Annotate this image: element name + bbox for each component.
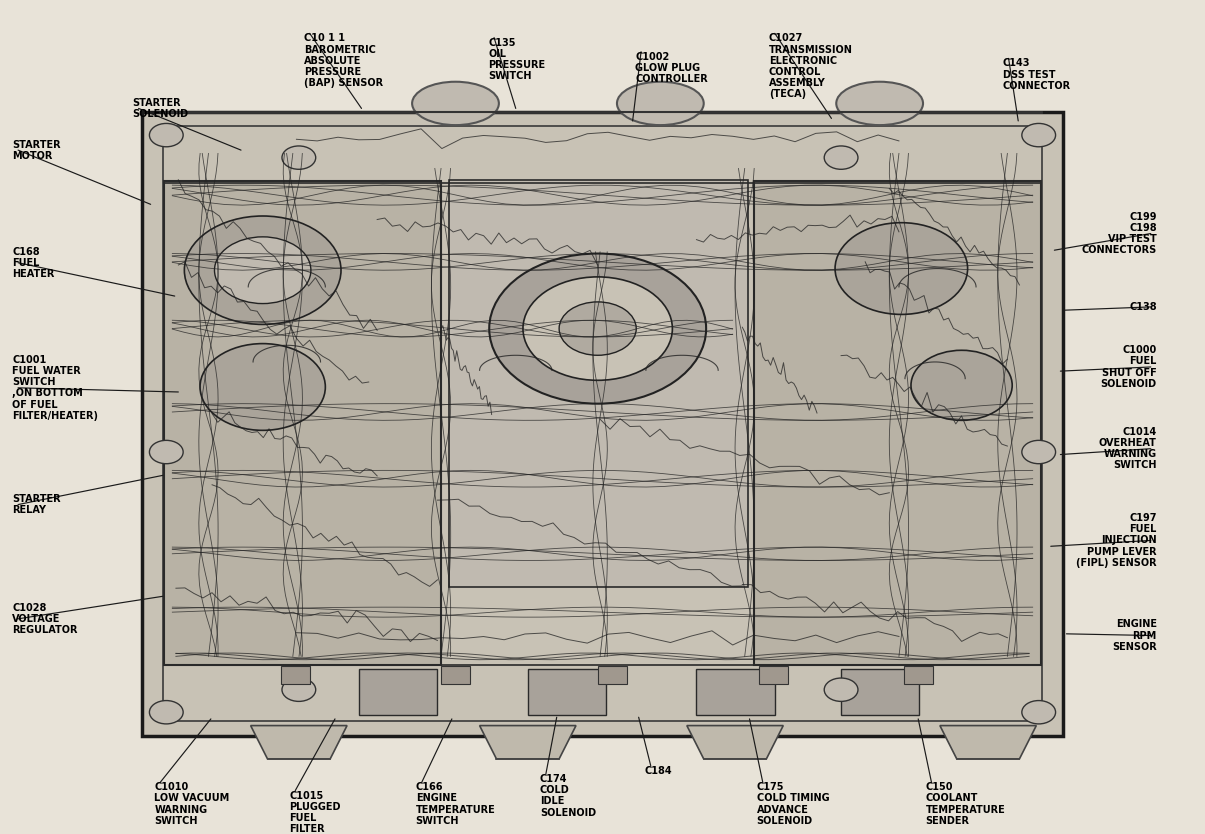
Circle shape <box>184 216 341 324</box>
Circle shape <box>559 302 636 355</box>
Circle shape <box>149 701 183 724</box>
Text: C1002
GLOW PLUG
CONTROLLER: C1002 GLOW PLUG CONTROLLER <box>635 52 707 84</box>
Text: STARTER
SOLENOID: STARTER SOLENOID <box>133 98 189 119</box>
Circle shape <box>149 123 183 147</box>
Circle shape <box>149 440 183 464</box>
Bar <box>441 666 470 684</box>
Text: C174
COLD
IDLE
SOLENOID: C174 COLD IDLE SOLENOID <box>540 774 596 817</box>
Text: STARTER
RELAY: STARTER RELAY <box>12 494 60 515</box>
Bar <box>528 669 606 715</box>
Circle shape <box>835 223 968 314</box>
Circle shape <box>1022 440 1056 464</box>
Text: C1010
LOW VACUUM
WARNING
SWITCH: C1010 LOW VACUUM WARNING SWITCH <box>154 782 229 826</box>
Ellipse shape <box>412 82 499 125</box>
Text: C197
FUEL
INJECTION
PUMP LEVER
(FIPL) SENSOR: C197 FUEL INJECTION PUMP LEVER (FIPL) SE… <box>1076 513 1157 568</box>
Circle shape <box>282 146 316 169</box>
Circle shape <box>824 146 858 169</box>
Polygon shape <box>940 726 1036 759</box>
Text: C1027
TRANSMISSION
ELECTRONIC
CONTROL
ASSEMBLY
(TECA): C1027 TRANSMISSION ELECTRONIC CONTROL AS… <box>769 33 853 99</box>
Text: C150
COOLANT
TEMPERATURE
SENDER: C150 COOLANT TEMPERATURE SENDER <box>925 782 1005 826</box>
Bar <box>598 666 627 684</box>
Polygon shape <box>687 726 783 759</box>
Text: C168
FUEL
HEATER: C168 FUEL HEATER <box>12 247 54 279</box>
Text: STARTER
MOTOR: STARTER MOTOR <box>12 139 60 161</box>
Text: C166
ENGINE
TEMPERATURE
SWITCH: C166 ENGINE TEMPERATURE SWITCH <box>416 782 495 826</box>
Text: C1015
PLUGGED
FUEL
FILTER
SWITCH: C1015 PLUGGED FUEL FILTER SWITCH <box>289 791 341 834</box>
Bar <box>163 126 1042 721</box>
Circle shape <box>824 678 858 701</box>
Text: C10 1 1
BAROMETRIC
ABSOLUTE
PRESSURE
(BAP) SENSOR: C10 1 1 BAROMETRIC ABSOLUTE PRESSURE (BA… <box>304 33 383 88</box>
Text: C1000
FUEL
SHUT OFF
SOLENOID: C1000 FUEL SHUT OFF SOLENOID <box>1100 345 1157 389</box>
Circle shape <box>1022 123 1056 147</box>
Circle shape <box>489 254 706 404</box>
Text: ENGINE
RPM
SENSOR: ENGINE RPM SENSOR <box>1112 620 1157 651</box>
Bar <box>696 669 775 715</box>
Bar <box>164 181 441 665</box>
Ellipse shape <box>617 82 704 125</box>
Text: C138: C138 <box>1129 302 1157 312</box>
Bar <box>281 666 310 684</box>
Circle shape <box>911 350 1012 420</box>
Polygon shape <box>251 726 347 759</box>
Bar <box>759 666 788 684</box>
Bar <box>142 112 1063 736</box>
Text: C1001
FUEL WATER
SWITCH
,ON BOTTOM
OF FUEL
FILTER/HEATER): C1001 FUEL WATER SWITCH ,ON BOTTOM OF FU… <box>12 354 98 421</box>
Bar <box>754 181 1041 665</box>
Circle shape <box>282 678 316 701</box>
Circle shape <box>1022 701 1056 724</box>
Circle shape <box>214 237 311 304</box>
Bar <box>841 669 919 715</box>
Bar <box>359 669 437 715</box>
Text: C1028
VOLTAGE
REGULATOR: C1028 VOLTAGE REGULATOR <box>12 603 77 635</box>
Text: C1014
OVERHEAT
WARNING
SWITCH: C1014 OVERHEAT WARNING SWITCH <box>1099 427 1157 470</box>
Text: C175
COLD TIMING
ADVANCE
SOLENOID: C175 COLD TIMING ADVANCE SOLENOID <box>757 782 829 826</box>
Bar <box>449 180 748 587</box>
Ellipse shape <box>836 82 923 125</box>
Bar <box>904 666 933 684</box>
Circle shape <box>523 277 672 380</box>
Polygon shape <box>480 726 576 759</box>
Text: C199
C198
VIP TEST
CONNECTORS: C199 C198 VIP TEST CONNECTORS <box>1082 212 1157 255</box>
Text: C135
OIL
PRESSURE
SWITCH: C135 OIL PRESSURE SWITCH <box>488 38 545 81</box>
Text: C184: C184 <box>645 766 672 776</box>
Circle shape <box>200 344 325 430</box>
Text: C143
DSS TEST
CONNECTOR: C143 DSS TEST CONNECTOR <box>1003 58 1071 91</box>
